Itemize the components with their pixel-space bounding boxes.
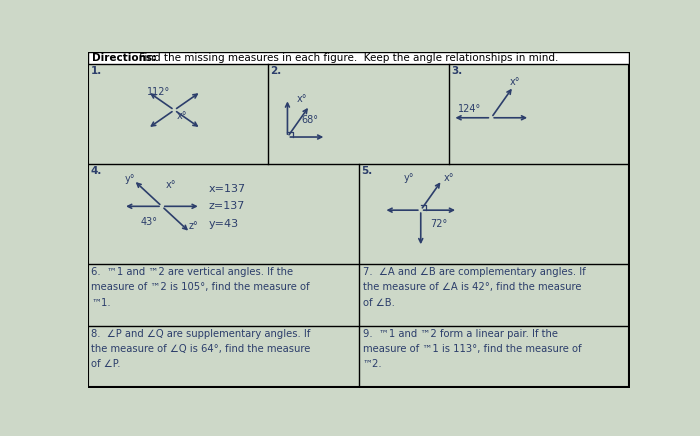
Text: y°: y° bbox=[404, 174, 414, 184]
Text: y°: y° bbox=[125, 174, 135, 184]
Text: x=137
z=137
y=43: x=137 z=137 y=43 bbox=[209, 184, 246, 228]
Text: 5.: 5. bbox=[361, 166, 372, 176]
Text: 112°: 112° bbox=[147, 87, 170, 97]
Text: 1.: 1. bbox=[90, 66, 102, 76]
Text: Find the missing measures in each figure.  Keep the angle relationships in mind.: Find the missing measures in each figure… bbox=[136, 53, 559, 63]
Text: 9.  ™1 and ™2 form a linear pair. If the
measure of ™1 is 113°, find the measure: 9. ™1 and ™2 form a linear pair. If the … bbox=[363, 329, 581, 369]
Text: 72°: 72° bbox=[430, 219, 447, 229]
Text: 3.: 3. bbox=[451, 66, 462, 76]
Text: 4.: 4. bbox=[90, 166, 102, 176]
Text: 8.  ∠P and ∠Q are supplementary angles. If
the measure of ∠Q is 64°, find the me: 8. ∠P and ∠Q are supplementary angles. I… bbox=[92, 329, 311, 369]
Text: 43°: 43° bbox=[141, 217, 158, 227]
Text: x°: x° bbox=[297, 94, 307, 104]
Text: x°: x° bbox=[510, 77, 520, 87]
Text: 68°: 68° bbox=[302, 115, 318, 125]
Text: x°: x° bbox=[444, 174, 454, 184]
Text: x°: x° bbox=[166, 180, 176, 190]
Text: x°: x° bbox=[176, 111, 187, 121]
Bar bbox=[88, 52, 629, 64]
Text: 124°: 124° bbox=[458, 104, 481, 114]
Text: Directions:: Directions: bbox=[92, 53, 156, 63]
Text: 7.  ∠A and ∠B are complementary angles. If
the measure of ∠A is 42°, find the me: 7. ∠A and ∠B are complementary angles. I… bbox=[363, 267, 585, 307]
Text: z°: z° bbox=[189, 221, 198, 231]
Text: 6.  ™1 and ™2 are vertical angles. If the
measure of ™2 is 105°, find the measur: 6. ™1 and ™2 are vertical angles. If the… bbox=[92, 267, 310, 307]
Text: 2.: 2. bbox=[270, 66, 281, 76]
